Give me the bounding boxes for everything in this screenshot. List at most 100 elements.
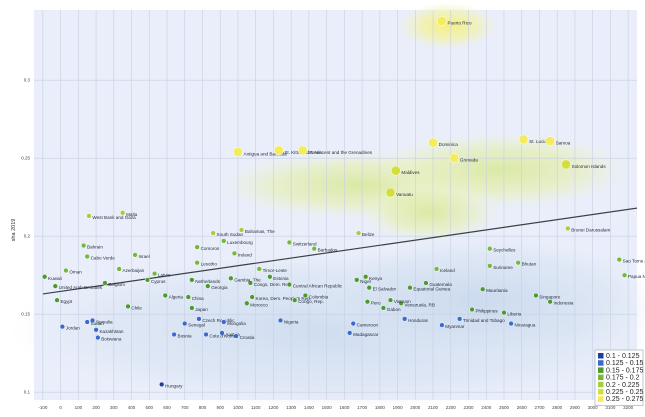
point-label: Croatia	[240, 335, 255, 340]
x-tick-label: 3100	[605, 405, 616, 410]
data-point	[195, 260, 200, 265]
point-label: Gabon	[387, 307, 401, 312]
point-label: Iceland	[440, 268, 455, 273]
point-label: Azerbaijan	[123, 268, 145, 273]
data-point	[388, 298, 393, 303]
point-label: Colombia	[309, 294, 329, 299]
x-tick-label: 2300	[464, 405, 475, 410]
x-tick-label: 1600	[339, 405, 350, 410]
y-tick-label: 0.25	[21, 156, 30, 161]
point-label: Switzerland	[293, 241, 317, 246]
point-label: Solomon Islands	[572, 164, 607, 169]
data-point	[622, 273, 627, 278]
point-label: Brunei Darussalam	[571, 227, 610, 232]
y-tick-label: 0.2	[24, 234, 31, 239]
x-tick-label: 0	[59, 405, 62, 410]
x-tick-label: 100	[75, 405, 83, 410]
x-tick-label: 2400	[481, 405, 492, 410]
y-axis-label: sha 2019	[11, 219, 17, 242]
data-point	[64, 268, 69, 273]
data-point	[287, 240, 292, 245]
point-label: Cyprus	[151, 279, 166, 284]
data-point	[133, 253, 138, 258]
x-tick-label: 1300	[286, 405, 297, 410]
data-point	[509, 321, 514, 326]
legend-label: 0.1 - 0.125	[606, 353, 640, 360]
data-point	[470, 307, 475, 312]
data-point	[189, 306, 194, 311]
x-tick-label: -100	[38, 405, 48, 410]
data-point	[197, 316, 202, 321]
data-point	[303, 293, 308, 298]
data-point	[365, 299, 370, 304]
data-point	[274, 146, 283, 155]
x-tick-label: 200	[92, 405, 100, 410]
point-label: Latvia	[158, 273, 171, 278]
data-point	[95, 335, 100, 340]
data-point	[617, 257, 622, 262]
data-point	[312, 246, 317, 251]
x-tick-label: 3000	[588, 405, 599, 410]
point-label: Egypt	[60, 299, 72, 304]
data-point	[516, 260, 521, 265]
point-label: Nicaragua	[514, 323, 535, 328]
point-label: Kazakhstan	[99, 329, 123, 334]
data-point	[434, 267, 439, 272]
data-point	[267, 274, 272, 279]
x-tick-label: 1700	[357, 405, 368, 410]
data-point	[354, 277, 359, 282]
data-point	[480, 287, 485, 292]
x-tick-label: 500	[146, 405, 154, 410]
point-label: Comoros	[201, 246, 220, 251]
legend: 0.1 - 0.1250.125 - 0.150.15 - 0.1750.175…	[595, 350, 643, 405]
x-tick-label: 1400	[304, 405, 315, 410]
point-label: Estonia	[273, 276, 289, 281]
data-point	[565, 226, 570, 231]
point-label: Maldives	[401, 170, 420, 175]
data-point	[182, 321, 187, 326]
data-point	[60, 324, 65, 329]
x-tick-label: 2700	[534, 405, 545, 410]
data-point	[189, 277, 194, 282]
point-label: Barbados	[318, 248, 338, 253]
data-point	[81, 243, 86, 248]
data-point	[545, 136, 554, 145]
x-tick-label: 1000	[233, 405, 244, 410]
data-point	[87, 214, 92, 219]
point-label: Bahamas, The	[245, 229, 275, 234]
point-label: Seychelles	[493, 248, 516, 253]
x-tick-label: 1800	[375, 405, 386, 410]
data-point	[391, 166, 400, 175]
point-label: Algeria	[169, 294, 184, 299]
data-point	[204, 332, 209, 337]
data-point	[292, 298, 297, 303]
point-label: Suriname	[493, 265, 513, 270]
x-tick-label: 900	[216, 405, 224, 410]
data-point	[233, 147, 242, 156]
point-label: Honduras	[408, 318, 429, 323]
point-label: Central African Republic	[293, 284, 343, 289]
x-tick-label: 1900	[393, 405, 404, 410]
point-label: West Bank and Gaza	[92, 215, 136, 220]
point-label: Oman	[69, 270, 82, 275]
point-label: Vanuatu	[396, 192, 413, 197]
data-point	[85, 320, 90, 325]
data-point	[221, 320, 226, 325]
point-label: Kenya	[369, 276, 382, 281]
data-point	[250, 295, 255, 300]
point-label: Luxembourg	[227, 240, 253, 245]
point-label: Sudan	[91, 321, 105, 326]
x-tick-label: 1100	[251, 405, 261, 410]
x-tick-label: 600	[163, 405, 171, 410]
legend-swatch	[598, 367, 604, 373]
data-point	[548, 299, 553, 304]
data-point	[428, 138, 437, 147]
x-tick-label: 700	[181, 405, 189, 410]
point-label: Singapore	[539, 294, 560, 299]
data-point	[228, 276, 233, 281]
data-point	[363, 274, 368, 279]
data-point	[381, 306, 386, 311]
point-label: United Arab Emirates	[59, 285, 103, 290]
data-point	[440, 323, 445, 328]
data-point	[519, 135, 528, 144]
